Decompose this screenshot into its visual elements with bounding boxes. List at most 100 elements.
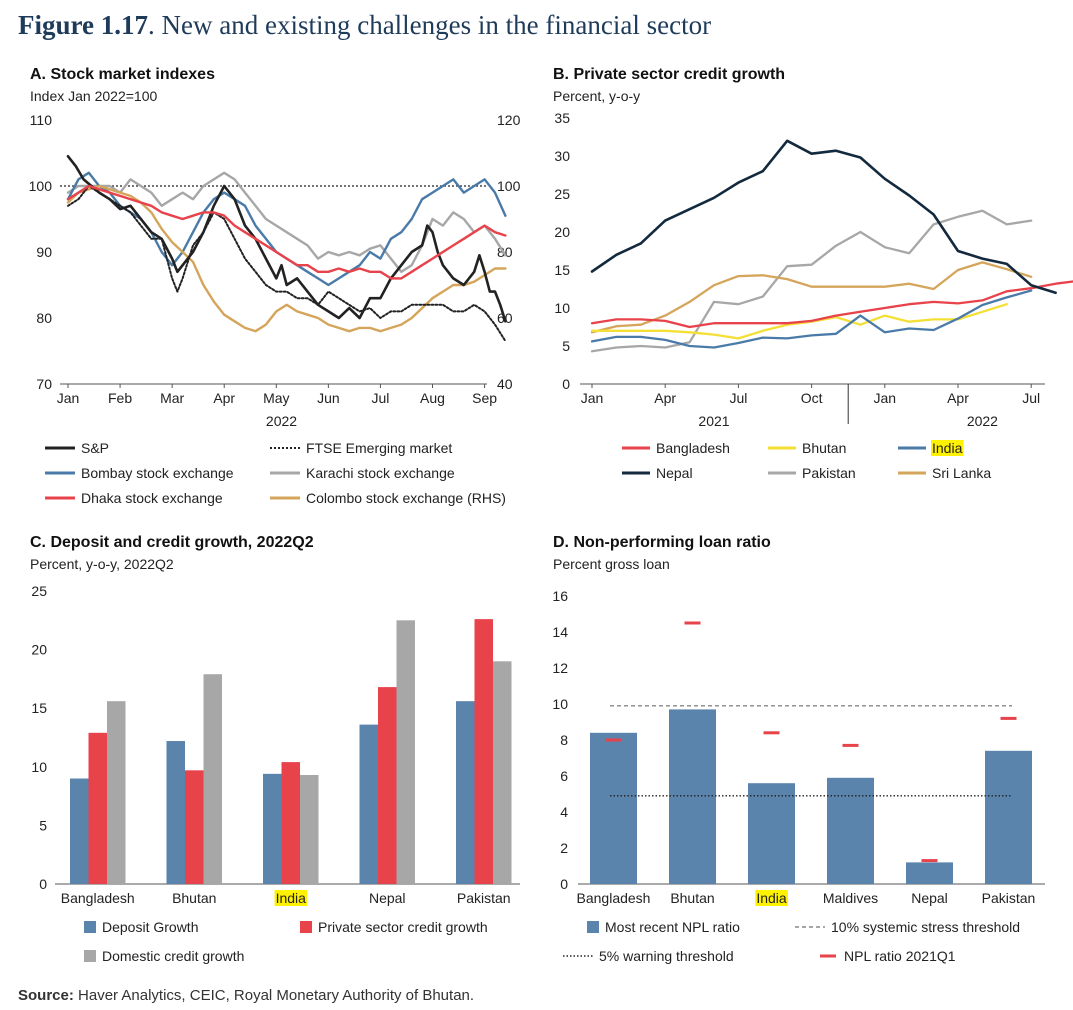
panel-b-series-bangladesh (590, 280, 1073, 329)
panel-b-x-tick-label: Jul (729, 390, 747, 406)
panel-b-legend-srilanka-label: Sri Lanka (932, 465, 991, 481)
panel-b-subtitle: Percent, y-o-y (553, 88, 641, 104)
panel-b-x-tick-label: Apr (654, 390, 676, 406)
panel-c-bar-private (88, 732, 107, 884)
panel-b-y-tick-label: 30 (554, 148, 570, 164)
panel-d-bar (669, 709, 716, 884)
panel-c-x-tick-label: Bhutan (172, 890, 216, 906)
panel-d-y-tick-label: 10 (552, 696, 568, 712)
panel-b-legend-bangladesh-label: Bangladesh (656, 440, 730, 456)
panel-c-bar-deposit (263, 773, 282, 884)
panel-d-legend-npl2021-label: NPL ratio 2021Q1 (844, 948, 956, 964)
panel-b-series-srilanka (590, 261, 1033, 334)
panel-c-bar-domestic (300, 775, 319, 884)
panel-c-bar-private (378, 687, 397, 884)
panel-c-legend-domestic-label: Domestic credit growth (102, 948, 244, 964)
panel-b-x-tick-label: Jan (874, 390, 897, 406)
panel-d-y-tick-label: 6 (560, 768, 568, 784)
panel-c-x-tick-label: Bangladesh (61, 890, 135, 906)
panel-b-x-tick-label: Jul (1022, 390, 1040, 406)
panel-b-x-tick-label: Jan (581, 390, 604, 406)
panel-b-title: B. Private sector credit growth (553, 66, 786, 83)
panel-b-year-label: 2022 (967, 413, 998, 429)
panel-d-x-tick-label: Nepal (911, 890, 948, 906)
panel-d-legend-warning-label: 5% warning threshold (599, 948, 734, 964)
panel-b-x-tick-label: Oct (801, 390, 823, 406)
panel-d-y-tick-label: 2 (560, 840, 568, 856)
panel-a-legend-sp-label: S&P (81, 440, 109, 456)
panel-b-y-tick-label: 25 (554, 186, 570, 202)
panel-c-y-tick-label: 20 (31, 642, 47, 658)
panel-d-y-tick-label: 12 (552, 660, 568, 676)
panel-a-x-tick-label: Apr (213, 390, 235, 406)
figure-number: Figure 1.17 (18, 10, 148, 40)
panel-d-x-tick-label: India (756, 890, 787, 906)
panel-a-y2-tick-label: 120 (497, 112, 521, 128)
panel-c-legend-private-label: Private sector credit growth (318, 919, 488, 935)
panel-b-legend-pakistan-label: Pakistan (802, 465, 856, 481)
panel-c-y-tick-label: 25 (31, 583, 47, 599)
panel-d-legend-stress-label: 10% systemic stress threshold (831, 919, 1020, 935)
panel-c-bar-domestic (107, 701, 126, 884)
panel-d-bar (590, 732, 637, 884)
panel-a-legend-colombo-label: Colombo stock exchange (RHS) (306, 490, 506, 506)
panel-a-x-tick-label: Sep (472, 390, 497, 406)
panel-a-y-tick-label: 90 (36, 244, 52, 260)
panel-d-x-tick-label: Bhutan (670, 890, 714, 906)
panel-b-series-india (590, 289, 1033, 349)
panel-c-x-tick-label-highlight (274, 890, 308, 906)
panel-c-legend-private-swatch (300, 921, 312, 933)
panel-a-legend-dhaka-label: Dhaka stock exchange (81, 490, 223, 506)
panel-b-legend-india-label: India (932, 440, 963, 456)
panel-d-bar (827, 777, 874, 884)
panel-a-y2-tick-label: 100 (497, 178, 521, 194)
panel-a-legend-ftse-label: FTSE Emerging market (306, 440, 452, 456)
panel-c-y-tick-label: 0 (39, 876, 47, 892)
panel-a-y-tick-label: 110 (30, 112, 53, 128)
panel-c-bar-deposit (456, 701, 475, 884)
figure-title: Figure 1.17. New and existing challenges… (18, 10, 711, 41)
panel-d-x-tick-label: Pakistan (982, 890, 1036, 906)
panel-a-x-tick-label: Feb (108, 390, 132, 406)
panel-a-x-tick-label: Aug (420, 390, 445, 406)
panel-a-series-bombay (66, 171, 507, 287)
panel-d-bar (748, 783, 795, 884)
panel-d-x-tick-label-highlight (755, 890, 788, 906)
panel-c-bar-domestic (493, 661, 512, 884)
panel-a-legend-bombay-label: Bombay stock exchange (81, 465, 234, 481)
panel-a-series-ftse (67, 185, 507, 343)
panel-d-bar (906, 862, 953, 884)
panel-c-bar-domestic (396, 620, 415, 884)
panel-b-legend-nepal-label: Nepal (656, 465, 693, 481)
panel-c-bar-private (474, 619, 493, 884)
panel-c-legend-deposit-swatch (84, 921, 96, 933)
panel-a-series-karachi (66, 171, 507, 273)
panel-c-x-tick-label: Nepal (369, 890, 406, 906)
panel-c-x-tick-label: India (276, 890, 307, 906)
panel-d-legend-recent-swatch (587, 921, 599, 933)
source-text: Haver Analytics, CEIC, Royal Monetary Au… (73, 987, 475, 1004)
panel-c-x-tick-label: Pakistan (457, 890, 511, 906)
panel-d-y-tick-label: 4 (560, 804, 568, 820)
panel-c-legend-domestic-swatch (84, 950, 96, 962)
panel-b-y-tick-label: 5 (562, 338, 570, 354)
panel-a-y-tick-label: 70 (36, 376, 52, 392)
panel-d-y-tick-label: 0 (560, 876, 568, 892)
panel-c-bar-private (185, 770, 204, 884)
panel-b-legend-india-label-highlight (931, 440, 964, 456)
panel-d-bar (985, 750, 1032, 884)
panel-d-x-tick-label: Maldives (823, 890, 878, 906)
panel-b-legend-bhutan-label: Bhutan (802, 440, 846, 456)
panel-c-bar-deposit (166, 741, 185, 884)
panel-d-y-tick-label: 16 (552, 588, 568, 604)
source-note: Source: Haver Analytics, CEIC, Royal Mon… (18, 987, 474, 1004)
panel-a-x-tick-label: Mar (160, 390, 184, 406)
panel-c-bar-deposit (359, 724, 378, 884)
panel-d-title: D. Non-performing loan ratio (553, 534, 771, 551)
panel-a-series-sp (66, 155, 507, 323)
panel-c-y-tick-label: 5 (39, 817, 47, 833)
panel-a-x-tick-label: Jul (371, 390, 389, 406)
panel-a-y-tick-label: 80 (36, 310, 52, 326)
panel-a-y-tick-label: 100 (29, 178, 53, 194)
